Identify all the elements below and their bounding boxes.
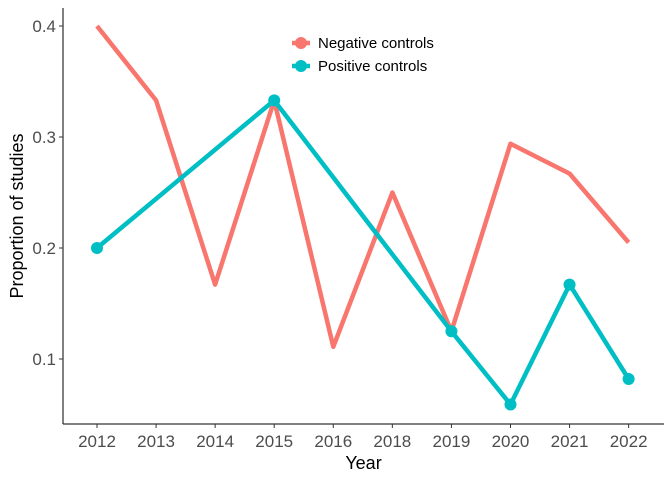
positive-controls-point [91, 242, 103, 254]
legend-label: Negative controls [318, 35, 434, 52]
x-axis-title: Year [345, 453, 381, 473]
positive-controls-point [445, 325, 458, 338]
y-tick-label: 0.4 [32, 17, 56, 36]
x-tick-label: 2020 [492, 432, 530, 451]
legend-key-marker [295, 37, 307, 49]
positive-controls-point [563, 278, 576, 291]
x-tick-label: 2012 [78, 432, 116, 451]
positive-controls-point [268, 94, 281, 107]
x-axis-ticks: 2012 2013 2014 2015 2016 2018 2019 2020 2021 2022 [78, 424, 648, 451]
x-tick-label: 2015 [255, 432, 293, 451]
y-axis-ticks: 0.1 0.2 0.3 0.4 [32, 17, 63, 369]
y-axis-title: Proportion of studies [7, 133, 27, 298]
y-tick-label: 0.3 [32, 128, 56, 147]
axes: 0.10.20.30.4 2012 2013 2014 2015 2016 2018 201… [7, 8, 664, 473]
y-tick-label: 0.1 [32, 350, 56, 369]
negative-controls-line [95, 24, 631, 350]
series-negative-controls [95, 24, 631, 350]
x-tick-label: 2016 [314, 432, 352, 451]
positive-controls-point [504, 398, 517, 411]
series-layer [91, 24, 635, 411]
legend-key-marker [295, 60, 307, 72]
series-positive-controls [91, 94, 635, 411]
x-tick-label: 2022 [610, 432, 648, 451]
legend-item-negative-controls: Negative controls [292, 35, 434, 52]
x-tick-label: 2014 [196, 432, 234, 451]
positive-controls-line [95, 98, 631, 407]
x-tick-label: 2018 [373, 432, 411, 451]
x-tick-label: 2019 [433, 432, 471, 451]
positive-controls-point [622, 372, 635, 385]
y-tick-label: 0.2 [32, 239, 56, 258]
x-tick-label: 2021 [551, 432, 589, 451]
legend-label: Positive controls [318, 58, 427, 75]
x-tick-label: 2013 [137, 432, 175, 451]
legend: Negative controls Positive controls [292, 35, 434, 75]
legend-item-positive-controls: Positive controls [292, 58, 427, 75]
